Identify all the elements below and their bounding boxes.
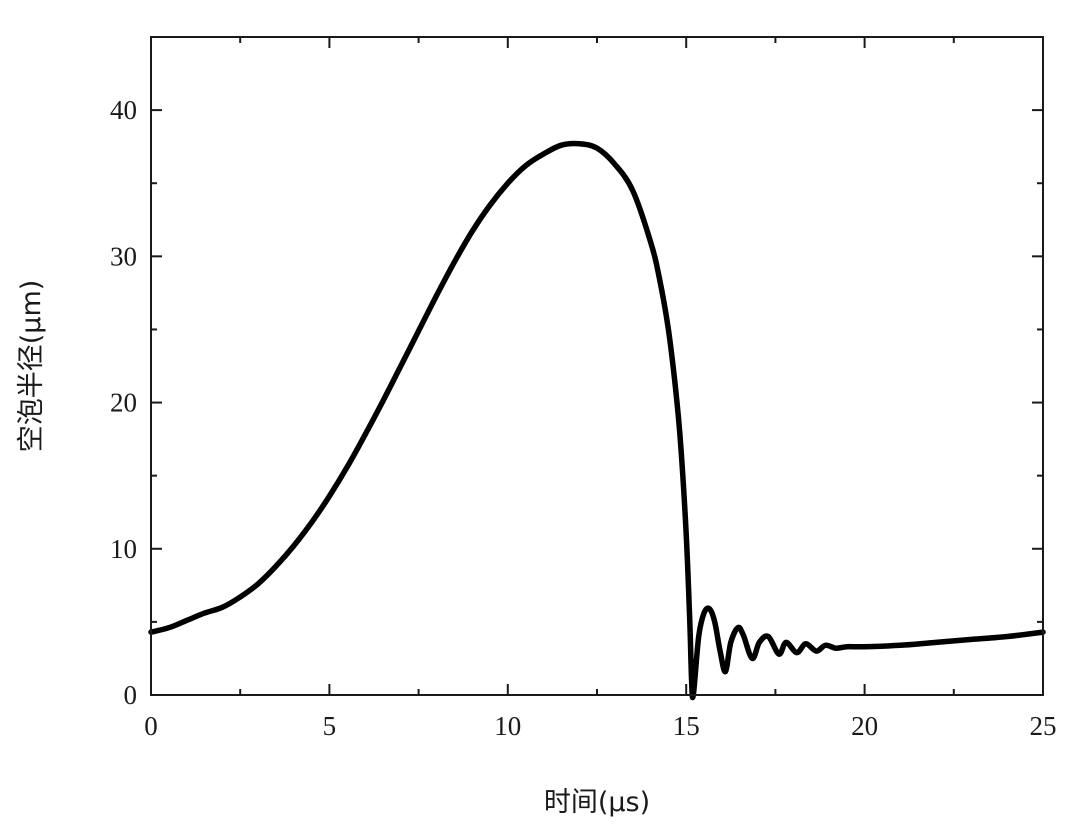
- tick-labels-layer: 0 5 10 15 20 25 0 10 20 30 40: [110, 95, 1057, 741]
- y-tick-label: 30: [110, 241, 137, 271]
- ticks-layer: [150, 36, 1044, 696]
- y-axis-title: 空泡半径(μm): [16, 280, 47, 453]
- x-axis-title: 时间(μs): [544, 787, 650, 818]
- x-tick-label: 10: [494, 711, 521, 741]
- radius-series-line: [148, 140, 1046, 701]
- x-tick-label: 5: [323, 711, 337, 741]
- x-tick-label: 20: [851, 711, 878, 741]
- y-tick-label: 40: [110, 95, 137, 125]
- y-tick-label: 10: [110, 534, 137, 564]
- x-tick-label: 0: [144, 711, 158, 741]
- x-tick-label: 15: [673, 711, 700, 741]
- plot-frame: [150, 36, 1044, 696]
- x-tick-label: 25: [1030, 711, 1057, 741]
- y-tick-label: 20: [110, 388, 137, 418]
- y-tick-label: 0: [124, 680, 138, 710]
